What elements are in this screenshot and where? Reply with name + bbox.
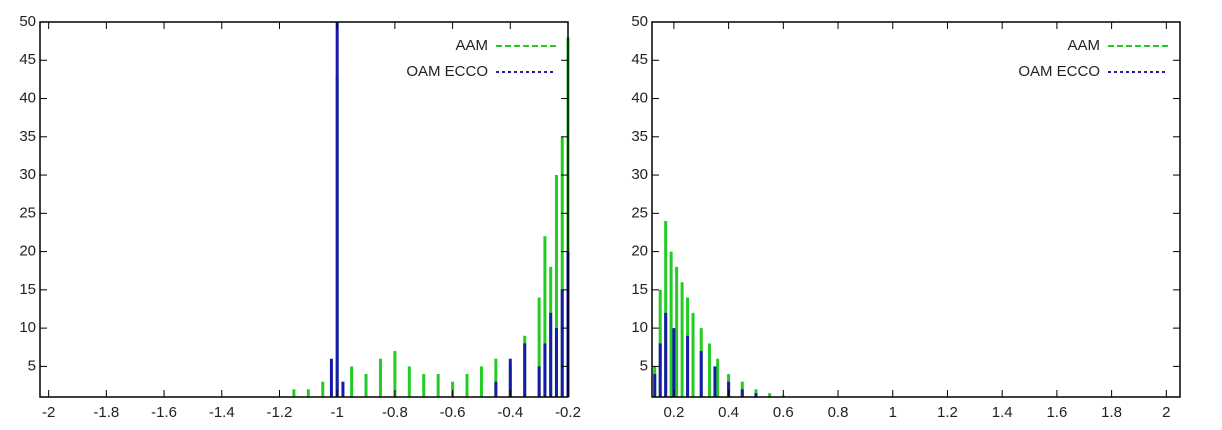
x-tick-label: -1 (331, 404, 344, 421)
legend-label: OAM ECCO (1018, 63, 1100, 80)
y-tick-label: 45 (19, 51, 36, 68)
x-tick-label: 0.6 (773, 404, 794, 421)
x-tick-label: -0.8 (382, 404, 408, 421)
legend-label: OAM ECCO (406, 63, 488, 80)
x-tick-label: -0.4 (497, 404, 523, 421)
x-tick-label: 2 (1162, 404, 1170, 421)
x-tick-label: 1 (889, 404, 897, 421)
y-tick-label: 20 (19, 243, 36, 260)
y-tick-label: 30 (19, 166, 36, 183)
y-tick-label: 50 (19, 13, 36, 30)
y-tick-label: 25 (19, 204, 36, 221)
y-tick-label: 15 (631, 281, 648, 298)
legend-label: AAM (1067, 37, 1100, 54)
y-tick-label: 40 (631, 89, 648, 106)
x-tick-label: 1.2 (937, 404, 958, 421)
x-tick-label: -2 (42, 404, 55, 421)
x-tick-label: -1.4 (209, 404, 235, 421)
y-tick-label: 40 (19, 89, 36, 106)
y-tick-label: 10 (631, 319, 648, 336)
y-tick-label: 15 (19, 281, 36, 298)
y-tick-label: 20 (631, 243, 648, 260)
x-tick-label: 0.2 (663, 404, 684, 421)
y-tick-label: 35 (19, 128, 36, 145)
plot-frame (651, 21, 1181, 398)
legend-label: AAM (455, 37, 488, 54)
y-tick-label: 10 (19, 319, 36, 336)
y-tick-label: 50 (631, 13, 648, 30)
y-tick-label: 25 (631, 204, 648, 221)
y-tick-label: 35 (631, 128, 648, 145)
x-tick-label: -0.2 (555, 404, 581, 421)
x-tick-label: 0.8 (828, 404, 849, 421)
plot-frame (39, 21, 569, 398)
x-tick-label: -1.6 (151, 404, 177, 421)
x-tick-label: -1.2 (267, 404, 293, 421)
x-tick-label: 1.6 (1046, 404, 1067, 421)
x-tick-label: -1.8 (93, 404, 119, 421)
x-tick-label: 0.4 (718, 404, 739, 421)
y-tick-label: 45 (631, 51, 648, 68)
y-tick-label: 5 (28, 357, 36, 374)
x-tick-label: 1.8 (1101, 404, 1122, 421)
x-tick-label: 1.4 (992, 404, 1013, 421)
y-tick-label: 30 (631, 166, 648, 183)
x-tick-label: -0.6 (440, 404, 466, 421)
y-tick-label: 5 (640, 357, 648, 374)
